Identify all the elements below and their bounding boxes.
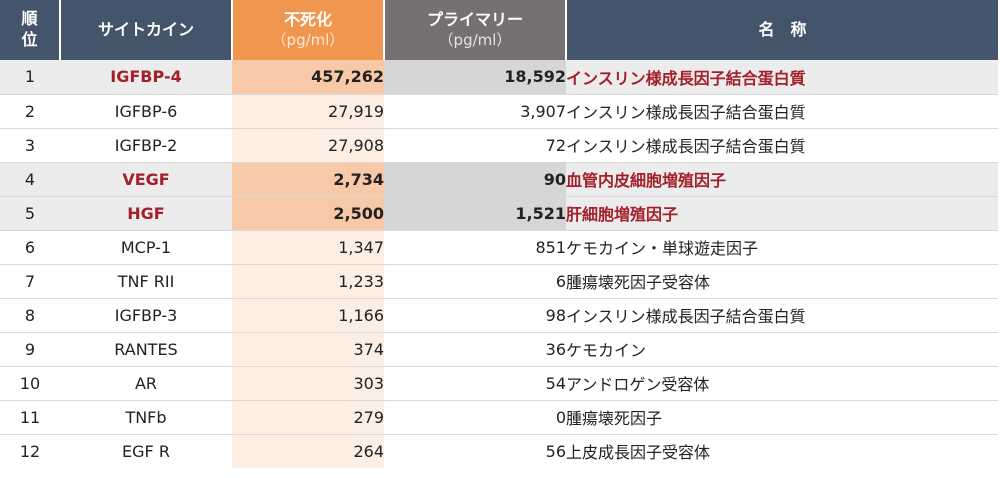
cytokine-table: 順 位 サイトカイン 不死化 （pg/ml） プライマリー （pg/ml） 名 … <box>0 0 998 468</box>
protein-name-cell: 肝細胞増殖因子 <box>566 196 998 231</box>
cytokine-cell: TNFb <box>60 400 232 435</box>
table-body: 1 IGFBP-4 457,262 18,592 インスリン様成長因子結合蛋白質 2 IGF… <box>0 60 998 468</box>
header-immortalized-unit: （pg/ml） <box>271 30 345 49</box>
primary-value-cell: 3,907 <box>384 94 566 129</box>
cytokine-cell: TNF RII <box>60 264 232 299</box>
cytokine-cell: IGFBP-4 <box>60 60 232 95</box>
cytokine-cell: IGFBP-6 <box>60 94 232 129</box>
primary-value-cell: 18,592 <box>384 60 566 95</box>
cytokine-cell: AR <box>60 366 232 401</box>
rank-cell: 3 <box>0 128 60 163</box>
immortalized-value-cell: 264 <box>232 434 384 468</box>
table-row: 8 IGFBP-3 1,166 98 インスリン様成長因子結合蛋白質 <box>0 298 998 333</box>
rank-cell: 7 <box>0 264 60 299</box>
header-name: 名 称 <box>566 0 998 60</box>
header-primary-unit: （pg/ml） <box>438 30 512 49</box>
protein-name-cell: ケモカイン・単球遊走因子 <box>566 230 998 265</box>
primary-value-cell: 0 <box>384 400 566 435</box>
rank-cell: 4 <box>0 162 60 197</box>
table-row: 2 IGFBP-6 27,919 3,907 インスリン様成長因子結合蛋白質 <box>0 94 998 129</box>
rank-cell: 9 <box>0 332 60 367</box>
immortalized-value-cell: 1,347 <box>232 230 384 265</box>
table-row: 3 IGFBP-2 27,908 72 インスリン様成長因子結合蛋白質 <box>0 128 998 163</box>
table-row: 9 RANTES 374 36 ケモカイン <box>0 332 998 367</box>
immortalized-value-cell: 279 <box>232 400 384 435</box>
immortalized-value-cell: 1,233 <box>232 264 384 299</box>
primary-value-cell: 36 <box>384 332 566 367</box>
protein-name-cell: インスリン様成長因子結合蛋白質 <box>566 60 998 95</box>
immortalized-value-cell: 27,919 <box>232 94 384 129</box>
protein-name-cell: 腫瘍壊死因子 <box>566 400 998 435</box>
primary-value-cell: 851 <box>384 230 566 265</box>
table-row: 12 EGF R 264 56 上皮成長因子受容体 <box>0 434 998 468</box>
header-primary: プライマリー （pg/ml） <box>384 0 567 60</box>
table-row: 7 TNF RII 1,233 6 腫瘍壊死因子受容体 <box>0 264 998 299</box>
rank-cell: 10 <box>0 366 60 401</box>
immortalized-value-cell: 1,166 <box>232 298 384 333</box>
rank-cell: 2 <box>0 94 60 129</box>
primary-value-cell: 98 <box>384 298 566 333</box>
header-primary-label: プライマリー <box>426 9 523 29</box>
protein-name-cell: アンドロゲン受容体 <box>566 366 998 401</box>
protein-name-cell: 血管内皮細胞増殖因子 <box>566 162 998 197</box>
header-immortalized: 不死化 （pg/ml） <box>232 0 385 60</box>
cytokine-cell: IGFBP-2 <box>60 128 232 163</box>
cytokine-cell: IGFBP-3 <box>60 298 232 333</box>
protein-name-cell: 上皮成長因子受容体 <box>566 443 711 463</box>
table-row: 5 HGF 2,500 1,521 肝細胞増殖因子 <box>0 196 998 231</box>
cytokine-cell: MCP-1 <box>60 230 232 265</box>
rank-cell: 8 <box>0 298 60 333</box>
immortalized-value-cell: 2,500 <box>232 196 384 231</box>
rank-cell: 12 <box>19 441 41 461</box>
cytokine-cell: HGF <box>60 196 232 231</box>
protein-name-cell: ケモカイン <box>566 332 998 367</box>
immortalized-value-cell: 27,908 <box>232 128 384 163</box>
protein-name-cell: インスリン様成長因子結合蛋白質 <box>566 94 998 129</box>
primary-value-cell: 56 <box>384 434 566 468</box>
protein-name-cell: インスリン様成長因子結合蛋白質 <box>566 128 998 163</box>
rank-cell: 1 <box>0 60 60 95</box>
header-rank: 順 位 <box>0 0 61 60</box>
immortalized-value-cell: 457,262 <box>232 60 384 95</box>
rank-cell: 11 <box>0 400 60 435</box>
rank-cell: 5 <box>0 196 60 231</box>
table-row: 10 AR 303 54 アンドロゲン受容体 <box>0 366 998 401</box>
cytokine-cell: RANTES <box>60 332 232 367</box>
header-row: 順 位 サイトカイン 不死化 （pg/ml） プライマリー （pg/ml） 名 … <box>0 0 998 60</box>
protein-name-cell: インスリン様成長因子結合蛋白質 <box>566 298 998 333</box>
protein-name-cell: 腫瘍壊死因子受容体 <box>566 264 998 299</box>
header-cytokine: サイトカイン <box>60 0 233 60</box>
table-row: 11 TNFb 279 0 腫瘍壊死因子 <box>0 400 998 435</box>
header-immortalized-label: 不死化 <box>283 9 332 29</box>
immortalized-value-cell: 2,734 <box>232 162 384 197</box>
table-header: 順 位 サイトカイン 不死化 （pg/ml） プライマリー （pg/ml） 名 … <box>0 0 998 60</box>
immortalized-value-cell: 303 <box>232 366 384 401</box>
cytokine-cell: VEGF <box>60 162 232 197</box>
table-row: 1 IGFBP-4 457,262 18,592 インスリン様成長因子結合蛋白質 <box>0 60 998 95</box>
primary-value-cell: 72 <box>384 128 566 163</box>
table-row: 4 VEGF 2,734 90 血管内皮細胞増殖因子 <box>0 162 998 197</box>
primary-value-cell: 6 <box>384 264 566 299</box>
primary-value-cell: 54 <box>384 366 566 401</box>
immortalized-value-cell: 374 <box>232 332 384 367</box>
primary-value-cell: 1,521 <box>384 196 566 231</box>
cytokine-cell: EGF R <box>122 441 170 461</box>
table-row: 6 MCP-1 1,347 851 ケモカイン・単球遊走因子 <box>0 230 998 265</box>
primary-value-cell: 90 <box>384 162 566 197</box>
rank-cell: 6 <box>0 230 60 265</box>
